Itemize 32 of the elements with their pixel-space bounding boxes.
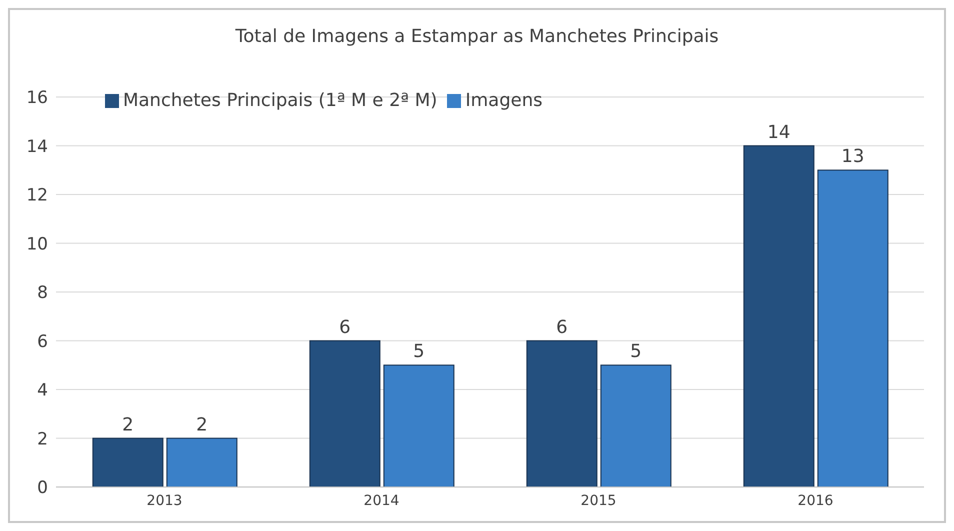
- x-tick-label: 2016: [798, 492, 834, 509]
- y-tick-label: 0: [37, 478, 48, 498]
- data-label: 14: [767, 122, 790, 143]
- y-tick-label: 12: [26, 186, 48, 206]
- chart-title: Total de Imagens a Estampar as Manchetes Principais: [234, 25, 720, 49]
- bar: [743, 145, 814, 487]
- x-tick-label: 2013: [146, 492, 182, 509]
- data-label: 5: [413, 341, 425, 362]
- data-label: 6: [556, 316, 568, 338]
- y-tick-label: 6: [37, 332, 48, 352]
- y-tick-label: 8: [37, 283, 48, 304]
- bar: [92, 438, 164, 487]
- bar: [600, 364, 672, 487]
- legend-label: Imagens: [465, 90, 542, 111]
- x-tick-label: 2015: [580, 492, 616, 509]
- y-tick-label: 4: [37, 380, 48, 401]
- x-tick-label: 2014: [364, 492, 400, 509]
- data-label: 5: [630, 341, 642, 362]
- y-tick-label: 10: [26, 234, 48, 254]
- bar: [526, 340, 598, 487]
- bar: [383, 364, 454, 487]
- data-label: 6: [339, 316, 351, 338]
- bar: [817, 170, 888, 487]
- data-label: 2: [122, 414, 134, 436]
- bar: [309, 340, 380, 487]
- y-tick-label: 2: [37, 429, 48, 450]
- y-tick-label: 14: [26, 136, 48, 157]
- bar: [166, 438, 238, 487]
- data-label: 13: [841, 146, 864, 168]
- y-tick-label: 16: [26, 88, 48, 108]
- data-label: 2: [196, 414, 208, 436]
- legend-label: Manchetes Principais (1ª M e 2ª M): [123, 90, 438, 111]
